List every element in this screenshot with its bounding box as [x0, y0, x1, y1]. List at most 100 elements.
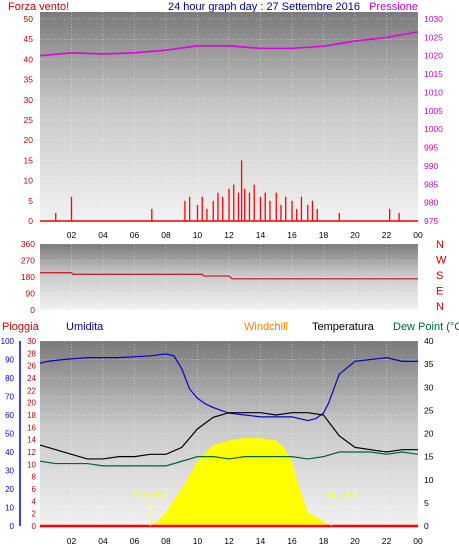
- p1-x-tick-label: 08: [161, 230, 171, 240]
- rain-tick-label: 10: [27, 460, 36, 469]
- p3-x-tick-label: 18: [319, 536, 329, 546]
- rain-tick-label: 0: [32, 522, 37, 531]
- p1-right-tick-label: 1015: [424, 69, 443, 79]
- p1-left-tick-label: 10: [24, 176, 34, 186]
- p1-right-tick-label: 975: [424, 216, 438, 226]
- p1-left-tick-label: 45: [24, 34, 34, 44]
- rain-tick-label: 12: [27, 448, 36, 457]
- p1-right-tick-label: 995: [424, 143, 438, 153]
- temp-humidity-panel: Sun Rise Sun Set 0102030405060708090100 …: [1, 336, 434, 546]
- p2-left-tick-label: 360: [21, 239, 35, 249]
- p1-x-tick-label: 10: [193, 230, 203, 240]
- p1-right-tick-label: 1025: [424, 32, 443, 42]
- p1-left-tick-label: 0: [28, 216, 33, 226]
- p1-left-tick-label: 50: [24, 14, 34, 24]
- sunset-label: Sun Set: [327, 490, 360, 500]
- p3-x-tick-label: 14: [256, 536, 266, 546]
- p1-right-tick-label: 1005: [424, 106, 443, 116]
- p2-right-tick-label: S: [436, 270, 443, 282]
- p2-right-tick-label: N: [436, 301, 444, 313]
- p1-left-tick-label: 40: [24, 54, 34, 64]
- rain-tick-label: 2: [32, 510, 37, 519]
- rain-tick-label: 4: [32, 497, 37, 506]
- p1-left-tick-label: 25: [24, 115, 34, 125]
- temperature-tick-label: 35: [424, 359, 434, 369]
- humidity-tick-label: 40: [5, 448, 14, 457]
- p2-left-tick-label: 180: [21, 272, 35, 282]
- p3-x-tick-label: 10: [193, 536, 203, 546]
- temperature-line: [39, 412, 418, 460]
- p1-left-tick-label: 30: [24, 95, 34, 105]
- rain-tick-label: 22: [27, 386, 36, 395]
- p3-x-tick-label: 00: [413, 536, 423, 546]
- p1-x-tick-label: 18: [319, 230, 329, 240]
- p1-right-tick-label: 1010: [424, 87, 443, 97]
- p3-x-tick-label: 22: [382, 536, 392, 546]
- header-left-label: Forza vento!: [8, 1, 69, 13]
- p1-right-tick-label: 1030: [424, 14, 443, 24]
- p1-right-tick-label: 985: [424, 179, 438, 189]
- humidity-tick-label: 0: [10, 522, 15, 531]
- rain-tick-label: 6: [32, 485, 37, 494]
- p1-right-tick-label: 980: [424, 198, 438, 208]
- humidity-tick-label: 100: [1, 337, 15, 346]
- humidity-tick-label: 10: [5, 504, 14, 513]
- p3-x-tick-label: 02: [67, 536, 77, 546]
- p2-left-tick-label: 270: [21, 256, 35, 266]
- p3-x-tick-label: 12: [224, 536, 234, 546]
- p1-x-tick-label: 02: [67, 230, 77, 240]
- legend-umidita: Umidita: [66, 321, 104, 333]
- humidity-tick-label: 50: [5, 430, 14, 439]
- p1-x-tick-label: 22: [382, 230, 392, 240]
- p1-x-tick-label: 04: [98, 230, 108, 240]
- humidity-tick-label: 80: [5, 374, 14, 383]
- humidity-tick-label: 30: [5, 467, 14, 476]
- rain-tick-label: 16: [27, 423, 36, 432]
- pressure-line: [39, 31, 419, 57]
- solar-area: [150, 438, 332, 526]
- humidity-line: [39, 353, 418, 422]
- rain-tick-label: 14: [27, 436, 36, 445]
- p1-left-tick-label: 35: [24, 75, 34, 85]
- header-title: 24 hour graph day : 27 Settembre 2016: [168, 1, 360, 13]
- rain-tick-label: 20: [27, 399, 36, 408]
- temperature-tick-label: 20: [424, 429, 434, 439]
- p1-x-tick-label: 14: [256, 230, 266, 240]
- p3-x-tick-label: 06: [130, 536, 140, 546]
- p3-x-tick-label: 04: [98, 536, 108, 546]
- temperature-tick-label: 0: [424, 521, 429, 531]
- p1-x-tick-label: 00: [413, 230, 423, 240]
- dewpoint-line: [39, 451, 419, 467]
- temperature-tick-label: 15: [424, 452, 434, 462]
- p2-right-tick-label: E: [436, 286, 443, 298]
- legend-dewpoint: Dew Point (°C: [393, 321, 459, 333]
- humidity-tick-label: 90: [5, 356, 14, 365]
- p1-x-tick-label: 20: [350, 230, 360, 240]
- rain-tick-label: 30: [27, 337, 36, 346]
- p1-x-tick-label: 16: [287, 230, 297, 240]
- legend-windchill: Windchill: [244, 321, 288, 333]
- rain-tick-label: 18: [27, 411, 36, 420]
- wind-direction-line: [40, 272, 418, 280]
- temperature-tick-label: 5: [424, 498, 429, 508]
- p1-x-tick-label: 12: [224, 230, 234, 240]
- rain-tick-label: 26: [27, 362, 36, 371]
- p1-left-tick-label: 5: [28, 196, 33, 206]
- p3-x-tick-label: 20: [350, 536, 360, 546]
- p1-right-tick-label: 1020: [424, 51, 443, 61]
- p1-right-tick-label: 990: [424, 161, 438, 171]
- p2-right-tick-label: W: [436, 255, 447, 267]
- p1-left-tick-label: 15: [24, 155, 34, 165]
- rain-tick-label: 24: [27, 374, 36, 383]
- temperature-tick-label: 25: [424, 405, 434, 415]
- header-right-label: Pressione: [369, 1, 418, 13]
- legend-pioggia: Pioggia: [2, 321, 40, 333]
- humidity-tick-label: 60: [5, 411, 14, 420]
- p3-x-tick-label: 16: [287, 536, 297, 546]
- p1-left-tick-label: 20: [24, 135, 34, 145]
- temperature-tick-label: 40: [424, 336, 434, 346]
- p2-right-tick-label: N: [436, 239, 444, 251]
